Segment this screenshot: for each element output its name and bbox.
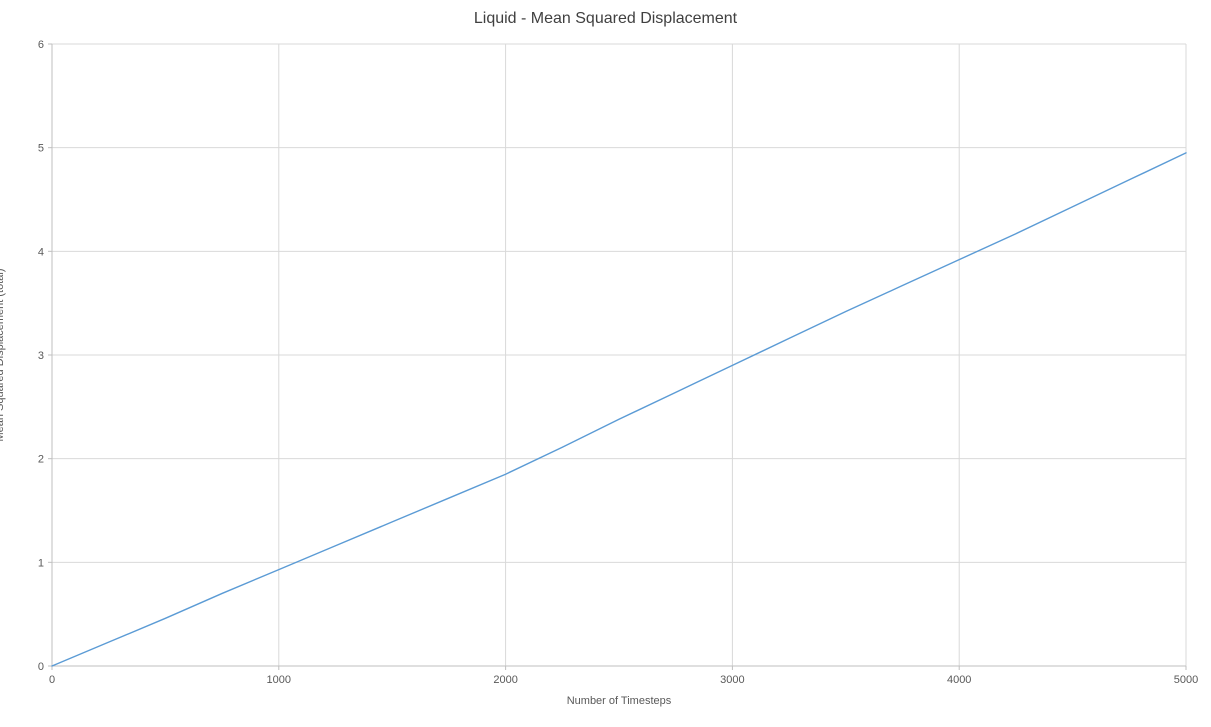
y-tick-label: 3 [38,350,44,362]
x-axis-title: Number of Timesteps [566,695,672,707]
y-tick-label: 1 [38,557,44,569]
y-tick-label: 4 [38,246,44,258]
y-tick-label: 2 [38,454,44,466]
x-tick-label: 5000 [1174,674,1198,686]
x-tick-label: 0 [49,674,55,686]
chart-title: Liquid - Mean Squared Displacement [473,10,738,27]
series-line [51,152,1187,667]
y-tick-label: 5 [38,143,44,155]
x-tick-label: 3000 [720,674,744,686]
y-tick-label: 6 [38,39,44,51]
y-tick-label: 0 [38,661,44,673]
x-tick-label: 2000 [493,674,517,686]
x-tick-label: 1000 [267,674,291,686]
x-tick-label: 4000 [947,674,971,686]
